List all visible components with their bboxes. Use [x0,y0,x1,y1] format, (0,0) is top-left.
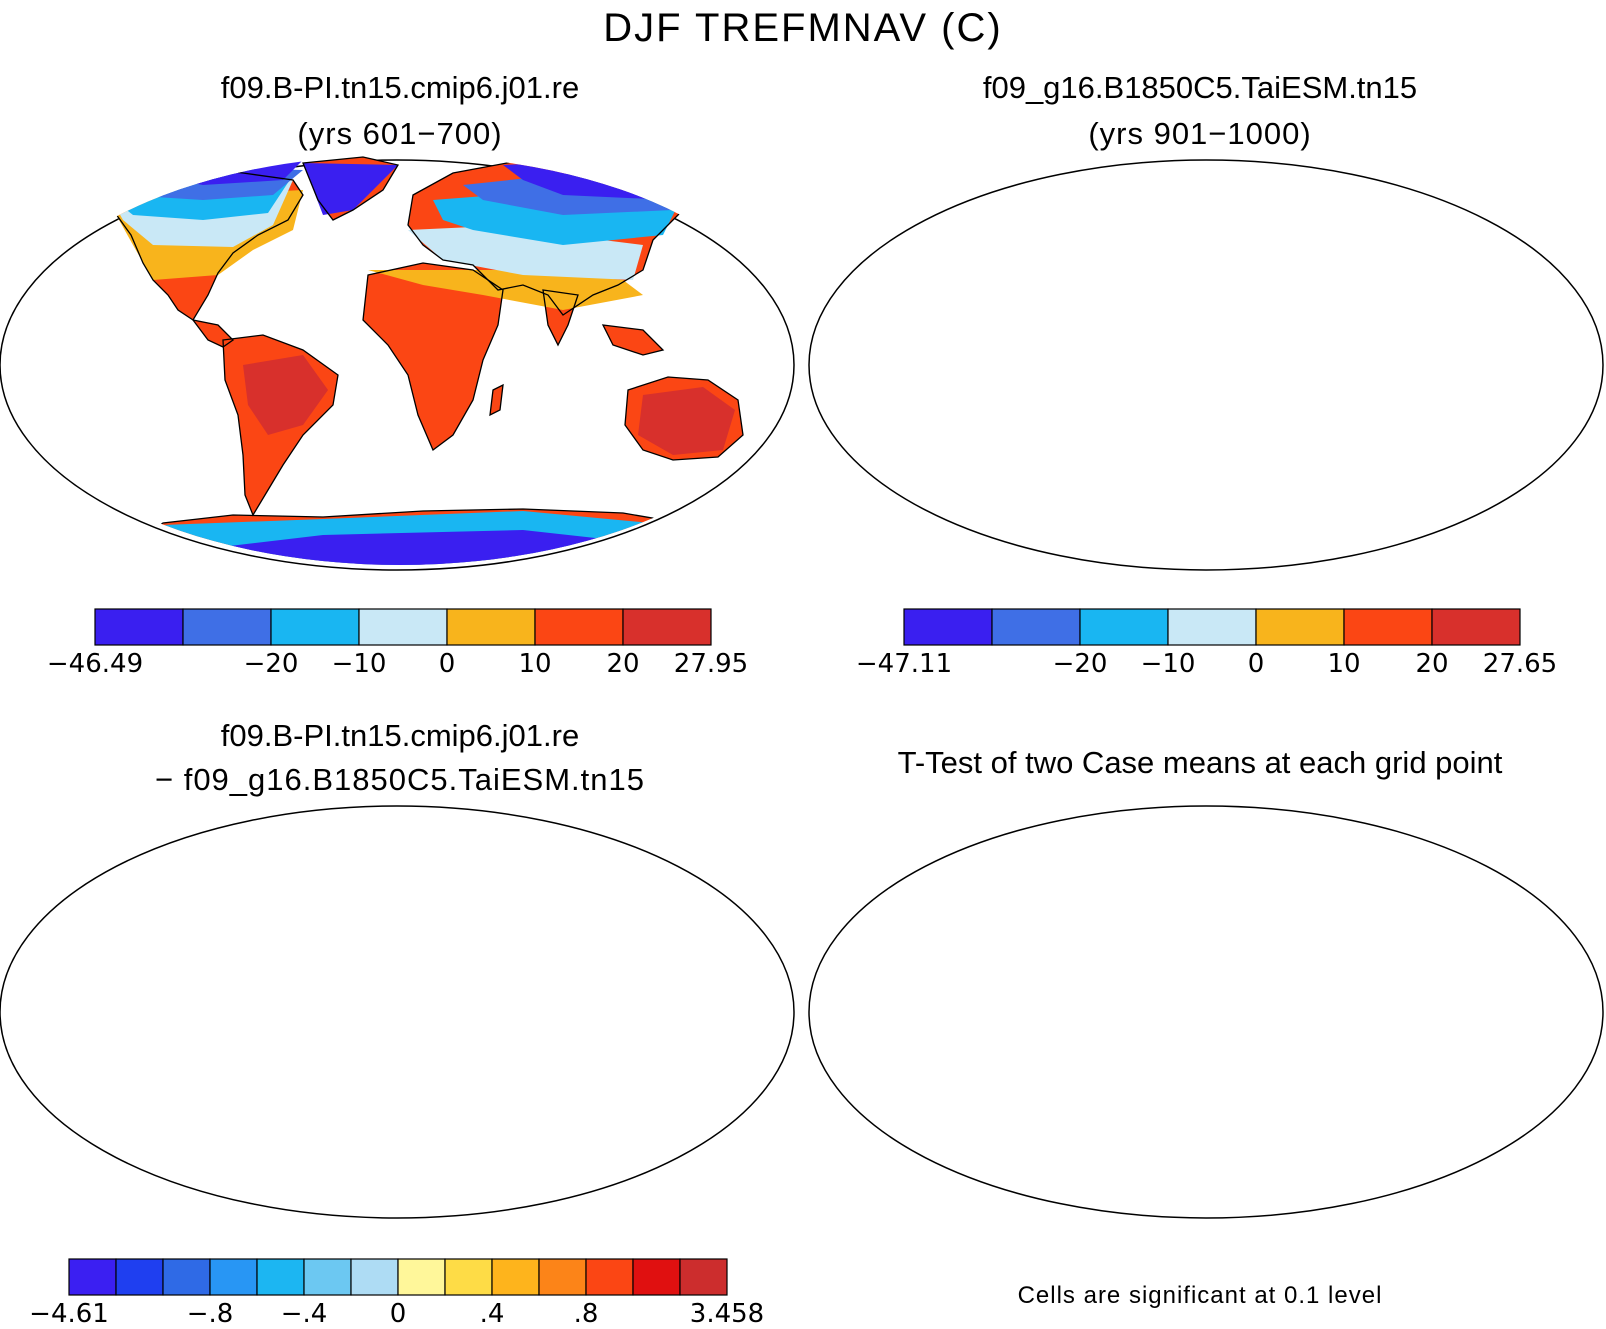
map-panel-2 [808,159,1604,571]
colorbar-tick-label: 3.458 [689,1299,765,1329]
panel2-subtitle: (yrs 901−1000) [1088,116,1312,151]
colorbar-tick-label: 20 [606,649,640,679]
colorbar-swatch [444,1258,493,1296]
colorbar-swatch [350,1258,399,1296]
colorbar-panel-1 [94,608,712,646]
colorbar-tick-label: 10 [1327,649,1361,679]
colorbar-swatch [270,608,360,646]
panel1-subtitle: (yrs 601−700) [297,116,503,151]
colorbar-tick-label: .8 [573,1299,599,1329]
colorbar-tick-label: −46.49 [46,649,144,679]
colorbar-swatch [622,608,712,646]
colorbar-tick-label: −20 [1052,649,1108,679]
panel1-title: f09.B-PI.tn15.cmip6.j01.re [220,70,580,105]
colorbar-swatch [303,1258,352,1296]
map-panel-1 [0,155,795,571]
colorbar-swatch [903,608,993,646]
colorbar-swatch [256,1258,305,1296]
figure-title: DJF TREFMNAV (C) [603,6,1003,50]
colorbar-swatch [1167,608,1257,646]
map-panel-3 [0,805,795,1219]
colorbar-swatch [1343,608,1433,646]
colorbar-panel-3 [68,1258,728,1296]
colorbar-swatch [358,608,448,646]
colorbar-tick-label: −10 [331,649,387,679]
colorbar-tick-label: −.8 [186,1299,234,1329]
colorbar-swatch [991,608,1081,646]
colorbar-tick-label: −47.11 [855,649,953,679]
colorbar-tick-label: −10 [1140,649,1196,679]
colorbar-tick-label: 0 [438,649,456,679]
colorbar-swatch [209,1258,258,1296]
colorbar-swatch [182,608,272,646]
colorbar-swatch [1079,608,1169,646]
colorbar-tick-label: 0 [389,1299,407,1329]
panel3-subtitle: − f09_g16.B1850C5.TaiESM.tn15 [154,762,646,797]
panel2-title: f09_g16.B1850C5.TaiESM.tn15 [982,70,1418,105]
colorbar-tick-label: 10 [518,649,552,679]
colorbar-swatch [397,1258,446,1296]
colorbar-tick-label: 0 [1247,649,1265,679]
colorbar-swatch [1431,608,1521,646]
colorbar-tick-label: −20 [243,649,299,679]
colorbar-swatch [679,1258,728,1296]
panel3-title: f09.B-PI.tn15.cmip6.j01.re [220,718,580,753]
colorbar-tick-label: 27.95 [673,649,749,679]
colorbar-tick-label: 20 [1415,649,1449,679]
colorbar-tick-label: 27.65 [1482,649,1558,679]
significance-note: Cells are significant at 0.1 level [1017,1282,1383,1309]
colorbar-swatch [446,608,536,646]
colorbar-swatch [94,608,184,646]
colorbar-swatch [1255,608,1345,646]
colorbar-swatch [115,1258,164,1296]
map-panel-4 [808,805,1604,1219]
colorbar-tick-label: .4 [479,1299,505,1329]
colorbar-swatch [538,1258,587,1296]
colorbar-tick-label: −.4 [280,1299,328,1329]
colorbar-swatch [491,1258,540,1296]
colorbar-swatch [585,1258,634,1296]
colorbar-panel-2 [903,608,1521,646]
colorbar-swatch [162,1258,211,1296]
panel4-title: T-Test of two Case means at each grid po… [897,745,1503,780]
colorbar-tick-label: −4.61 [29,1299,109,1329]
colorbar-swatch [632,1258,681,1296]
colorbar-swatch [68,1258,117,1296]
colorbar-swatch [534,608,624,646]
